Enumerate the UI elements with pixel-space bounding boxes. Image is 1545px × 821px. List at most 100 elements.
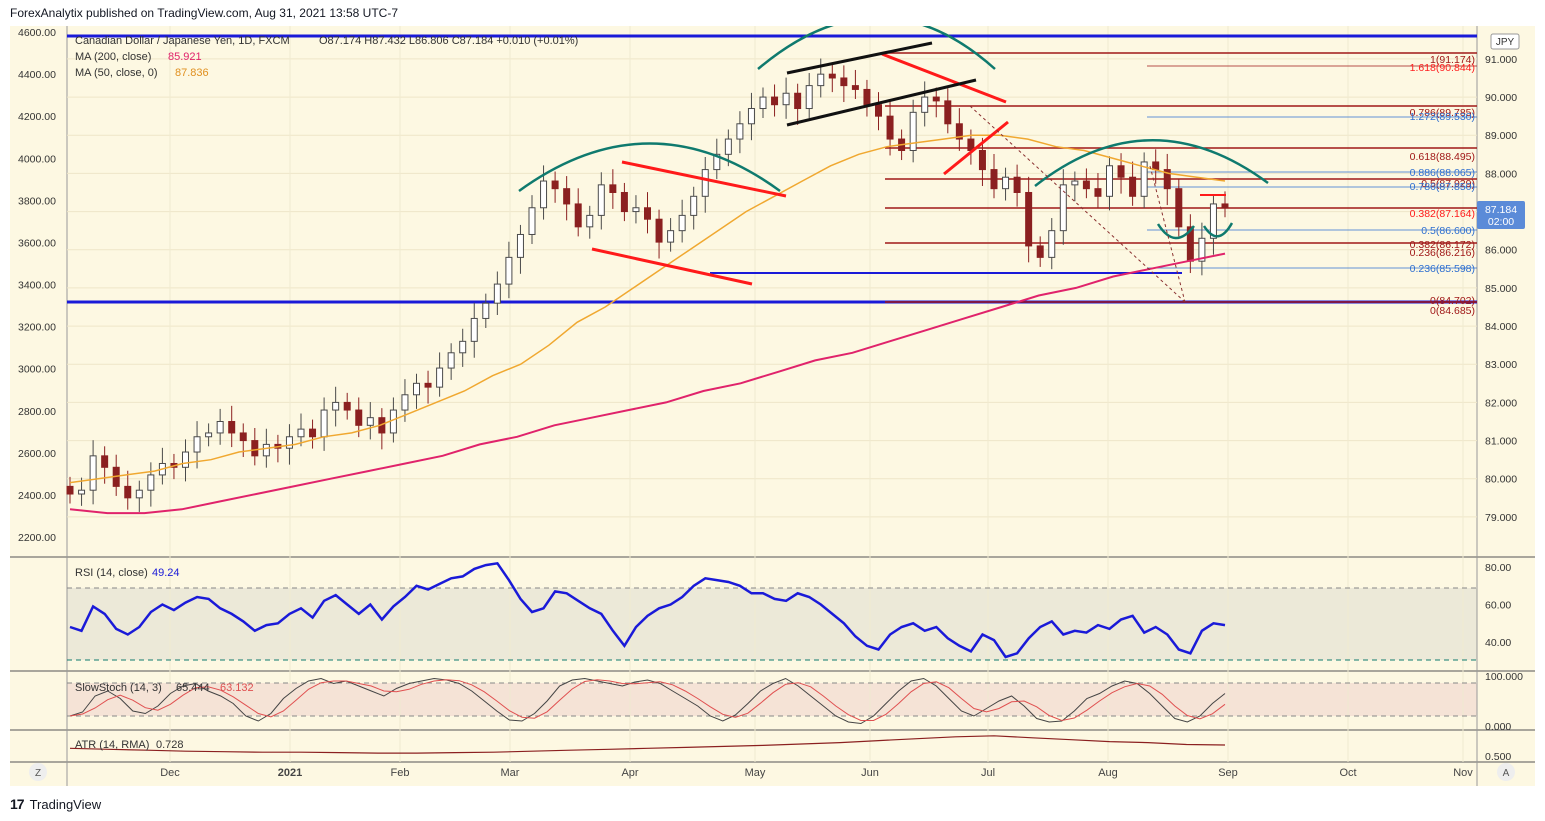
atr-axis-tick: 0.500	[1485, 751, 1511, 763]
legend-ma200-value: 85.921	[168, 51, 202, 63]
time-axis-label: Jun	[861, 767, 879, 779]
candle-body	[1209, 203, 1217, 239]
ma200-line	[69, 252, 1226, 515]
candle-body	[1129, 176, 1137, 197]
price-badge-bg	[1477, 201, 1525, 229]
left-price-axis[interactable]: 4600.00 4400.00 4200.00 4000.00 3800.00 3600.…	[18, 27, 56, 544]
left-axis-tick: 2600.00	[18, 448, 56, 460]
candle-body	[459, 340, 467, 354]
price-badge-value: 87.184	[1485, 204, 1517, 216]
time-axis-label: Feb	[391, 767, 410, 779]
tradingview-logo-icon: 17	[10, 796, 25, 812]
fib-label-618: 0.618(88.495)	[1410, 151, 1475, 163]
candle-body	[644, 207, 651, 220]
candle-body	[921, 96, 929, 113]
arc-may-jun	[757, 26, 996, 70]
left-axis-tick: 4600.00	[18, 27, 56, 39]
chart-svg[interactable]: 4600.00 4400.00 4200.00 4000.00 3800.00 3600.…	[10, 26, 1535, 786]
candle-body	[724, 138, 732, 155]
candle-body	[216, 420, 224, 434]
candle-body	[701, 169, 709, 197]
right-axis-tick: 88.000	[1485, 168, 1517, 180]
fib-label-5a: 0.5(87.929)	[1421, 178, 1475, 190]
right-price-axis[interactable]: 91.00090.00089.00088.00087.00086.00085.0…	[1485, 54, 1517, 524]
candle-body	[620, 191, 628, 213]
arc-aug	[1034, 139, 1269, 187]
candle-body	[89, 455, 97, 491]
time-axis-label: Oct	[1339, 767, 1356, 779]
right-axis-tick: 81.000	[1485, 436, 1517, 448]
rsi-axis-tick: 60.00	[1485, 600, 1511, 612]
candle-body	[320, 409, 328, 438]
rsi-axis[interactable]: 80.00 60.00 40.00	[1485, 562, 1511, 649]
zoom-left-label: Z	[35, 768, 41, 779]
autoscale-button[interactable]	[1497, 763, 1515, 781]
right-axis-tick: 86.000	[1485, 245, 1517, 257]
candle-body	[1013, 176, 1021, 193]
candle-body	[355, 409, 363, 426]
time-axis[interactable]: Dec 2021 Feb Mar Apr May Jun Jul Aug Sep Oct Nov	[160, 767, 1473, 779]
time-axis-label: Mar	[501, 767, 520, 779]
dashed-swing-1	[969, 105, 1186, 303]
time-axis-label: Aug	[1098, 767, 1118, 779]
atr-line	[69, 735, 1226, 754]
rsi-band	[67, 588, 1477, 660]
left-axis-tick: 4200.00	[18, 111, 56, 123]
time-axis-label: Sep	[1218, 767, 1238, 779]
arc-small-right	[1202, 222, 1234, 238]
candle-body	[343, 401, 351, 411]
black-channel-upper	[786, 41, 933, 75]
candle-body	[228, 420, 236, 434]
candle-body	[493, 283, 501, 304]
fib-label-886: 0.886(88.065)	[1410, 167, 1475, 179]
fib-labels: 1(91.174) 1.618(90.844) 0.786(89.785) 1.…	[1410, 54, 1475, 317]
candle-body	[678, 214, 686, 232]
footer-brand[interactable]: 17 TradingView	[10, 796, 101, 812]
price-badge-timer: 02:00	[1488, 216, 1514, 228]
candle-body	[332, 401, 340, 411]
red-trendline-apr-lower	[591, 247, 753, 286]
candle-body	[851, 85, 859, 90]
stoch-axis[interactable]: 100.000 0.000	[1485, 671, 1523, 733]
right-axis-tick: 89.000	[1485, 130, 1517, 142]
stoch-d-line	[69, 679, 1226, 722]
candle-body	[1002, 176, 1010, 190]
candle-body	[1082, 180, 1090, 190]
candle-body	[1025, 191, 1033, 247]
autoscale-label: A	[1503, 768, 1510, 779]
fib-label-1: 1(91.174)	[1430, 54, 1475, 66]
fib-label-0b: 0(84.685)	[1430, 305, 1475, 317]
candle-body	[1117, 165, 1125, 178]
candle-body	[875, 104, 882, 117]
candle-body	[1048, 230, 1056, 258]
time-axis-label: Nov	[1453, 767, 1473, 779]
candle-body	[1071, 180, 1079, 186]
time-axis-label: Dec	[160, 767, 180, 779]
candle-body	[690, 195, 698, 216]
zoom-left-button[interactable]	[29, 763, 47, 781]
candle-body	[147, 474, 155, 491]
fib-label-1618: 1.618(90.844)	[1410, 62, 1475, 74]
candle-body	[886, 115, 894, 140]
atr-axis[interactable]: 0.500	[1485, 751, 1511, 763]
candle-body	[655, 218, 663, 243]
fib-label-0a: 0(84.702)	[1430, 295, 1475, 307]
candle-body	[540, 180, 548, 209]
time-axis-label: Jul	[981, 767, 995, 779]
tradingview-brand: TradingView	[29, 796, 102, 812]
currency-badge-bg[interactable]	[1490, 33, 1520, 50]
candle-body	[1163, 169, 1171, 190]
time-axis-label: 2021	[278, 767, 302, 779]
arcs	[518, 26, 1269, 240]
right-axis-tick: 84.000	[1485, 321, 1517, 333]
candle-body	[551, 180, 559, 190]
candle-body	[863, 88, 871, 106]
chart-container[interactable]: 4600.00 4400.00 4200.00 4000.00 3800.00 3600.…	[10, 26, 1535, 786]
candle-body	[262, 443, 270, 457]
rsi-line	[69, 561, 1226, 659]
candle-body	[135, 489, 143, 499]
time-axis-label: May	[745, 767, 766, 779]
candle-body	[1106, 165, 1113, 197]
candle-body	[609, 184, 617, 193]
candle-body	[944, 100, 952, 125]
